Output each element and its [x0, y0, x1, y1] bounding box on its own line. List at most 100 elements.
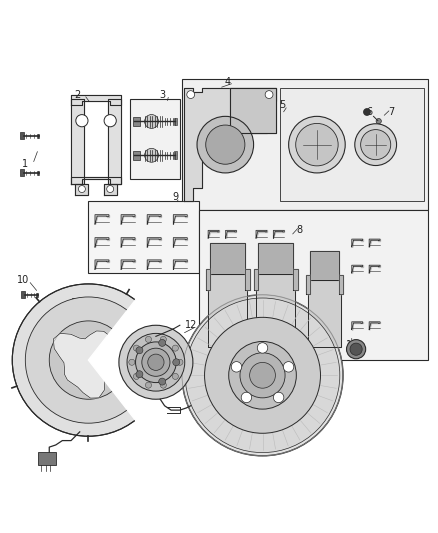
Circle shape: [134, 373, 139, 379]
Polygon shape: [352, 322, 363, 329]
Circle shape: [148, 354, 164, 370]
Circle shape: [231, 361, 242, 372]
Circle shape: [119, 325, 193, 399]
Text: 8: 8: [297, 224, 303, 235]
Polygon shape: [254, 269, 258, 289]
Circle shape: [49, 321, 127, 399]
Bar: [36, 293, 39, 296]
Text: 10: 10: [17, 274, 29, 285]
Bar: [199, 210, 428, 360]
Bar: [280, 88, 424, 201]
Circle shape: [185, 298, 340, 453]
Text: 4: 4: [225, 77, 231, 86]
Circle shape: [134, 345, 139, 351]
Circle shape: [135, 342, 176, 383]
Circle shape: [145, 148, 159, 162]
Polygon shape: [258, 243, 293, 274]
Circle shape: [355, 124, 396, 166]
Text: 12: 12: [184, 320, 197, 330]
Circle shape: [127, 334, 185, 391]
Text: 2: 2: [74, 90, 81, 100]
Circle shape: [205, 317, 321, 433]
Bar: [37, 171, 39, 175]
Polygon shape: [95, 260, 109, 270]
Polygon shape: [121, 215, 135, 224]
Polygon shape: [71, 94, 121, 106]
Polygon shape: [293, 269, 297, 289]
Circle shape: [136, 347, 143, 354]
Text: 6: 6: [366, 107, 372, 117]
Bar: [182, 79, 428, 210]
Polygon shape: [147, 260, 161, 270]
Polygon shape: [121, 260, 135, 270]
Polygon shape: [273, 230, 284, 238]
Polygon shape: [339, 275, 343, 294]
Polygon shape: [369, 265, 380, 273]
Polygon shape: [71, 99, 84, 184]
Polygon shape: [308, 280, 341, 347]
Polygon shape: [208, 274, 247, 347]
Text: 3: 3: [159, 90, 166, 100]
Circle shape: [283, 361, 294, 372]
Bar: [130, 99, 180, 180]
Polygon shape: [230, 88, 276, 133]
Bar: [174, 118, 177, 125]
Circle shape: [206, 125, 245, 164]
Polygon shape: [184, 88, 276, 201]
Bar: [39, 453, 56, 465]
Text: 7: 7: [388, 107, 394, 117]
Text: 15: 15: [176, 373, 188, 383]
Polygon shape: [121, 238, 135, 247]
Polygon shape: [256, 230, 267, 238]
Circle shape: [273, 392, 284, 402]
Polygon shape: [53, 331, 124, 398]
Polygon shape: [71, 177, 121, 184]
Circle shape: [187, 91, 194, 99]
Polygon shape: [310, 251, 339, 280]
Circle shape: [107, 185, 114, 192]
Circle shape: [350, 343, 362, 356]
Circle shape: [241, 392, 252, 402]
Bar: [133, 151, 140, 160]
Circle shape: [289, 116, 345, 173]
Circle shape: [160, 336, 166, 342]
Polygon shape: [147, 238, 161, 247]
Polygon shape: [210, 243, 245, 274]
Text: 11: 11: [71, 298, 84, 309]
Polygon shape: [306, 275, 310, 294]
Polygon shape: [173, 215, 187, 224]
Circle shape: [145, 382, 152, 388]
Polygon shape: [95, 215, 109, 224]
Circle shape: [250, 362, 276, 388]
Circle shape: [173, 359, 180, 366]
Polygon shape: [108, 99, 121, 184]
Circle shape: [12, 284, 165, 436]
Polygon shape: [206, 269, 211, 289]
Polygon shape: [208, 230, 219, 238]
Circle shape: [145, 115, 159, 128]
Bar: [37, 134, 39, 138]
Circle shape: [145, 336, 152, 342]
Circle shape: [78, 185, 85, 192]
Polygon shape: [369, 322, 380, 329]
Polygon shape: [256, 274, 295, 347]
Polygon shape: [147, 215, 161, 224]
Circle shape: [159, 378, 166, 385]
Circle shape: [25, 297, 152, 423]
Bar: [20, 133, 24, 140]
Polygon shape: [352, 265, 363, 273]
Polygon shape: [88, 296, 172, 424]
Polygon shape: [173, 238, 187, 247]
Circle shape: [376, 118, 381, 124]
Circle shape: [177, 359, 183, 365]
Bar: [20, 169, 24, 176]
Circle shape: [346, 340, 366, 359]
Circle shape: [172, 345, 178, 351]
Polygon shape: [352, 239, 363, 247]
Text: 13: 13: [280, 325, 293, 335]
Circle shape: [129, 359, 135, 365]
Polygon shape: [88, 297, 169, 424]
Text: 9: 9: [173, 192, 179, 202]
Circle shape: [136, 371, 143, 378]
Circle shape: [104, 115, 116, 127]
